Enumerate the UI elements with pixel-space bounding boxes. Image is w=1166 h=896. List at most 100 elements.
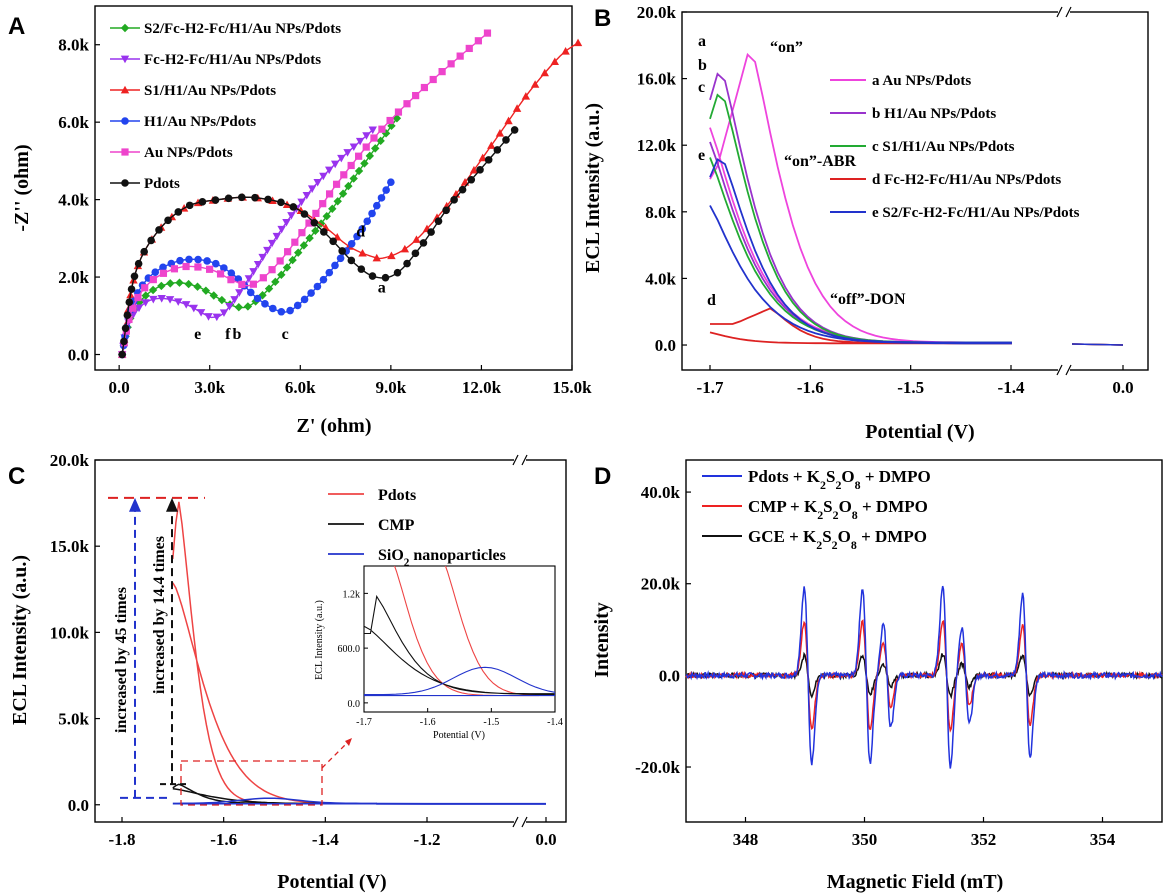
panel-c-legend-label-part: 2 <box>404 557 410 569</box>
panel-a-data-point <box>130 272 139 281</box>
panel-a-data-point <box>259 274 267 282</box>
panel-b-annotation: “on” <box>770 39 803 56</box>
panel-a-data-point <box>347 256 356 265</box>
panel-a-legend-marker <box>121 148 129 156</box>
panel-d-xtick-label: 350 <box>852 830 878 849</box>
panel-a-data-point <box>412 235 421 243</box>
panel-d: D -20.0k 0.0 20.0k 40.0k 348 350 352 354 Intensit… <box>591 459 1163 893</box>
panel-a-data-point <box>203 257 211 265</box>
panel-a-data-point <box>125 315 133 324</box>
panel-d-legend-label-part: S <box>823 497 832 516</box>
panel-a-data-point <box>298 229 306 237</box>
panel-a-ytick-label: 8.0k <box>58 36 89 55</box>
panel-a-legend-marker <box>121 179 129 187</box>
panel-a-data-point <box>230 296 239 304</box>
panel-a-xtick-label: 9.0k <box>376 378 407 397</box>
panel-c-ytick-label: 0.0 <box>68 796 89 815</box>
panel-a-data-point <box>362 143 370 151</box>
panel-d-ytick-label: 0.0 <box>659 666 680 685</box>
panel-c-zoom-pointer <box>321 739 351 769</box>
panel-a-data-point <box>216 270 225 278</box>
panel-c-ytick-label: 20.0k <box>50 451 90 470</box>
panel-a-data-point <box>227 269 236 278</box>
panel-d-xtick-label: 354 <box>1090 830 1116 849</box>
panel-c-legend-label-part: CMP <box>378 517 415 534</box>
panel-b-ytick-label: 8.0k <box>645 203 676 222</box>
panel-a-data-point <box>442 206 450 215</box>
panel-a-data-point <box>125 298 134 306</box>
panel-a-data-point <box>310 218 319 227</box>
panel-a-data-point <box>300 295 309 304</box>
panel-a-data-point <box>282 218 291 227</box>
panel-a-data-point <box>249 280 257 288</box>
panel-a-data-point <box>127 285 136 293</box>
panel-d-legend-label-part: S <box>822 527 831 546</box>
inset-xtick-label: -1.7 <box>356 717 372 728</box>
panel-d-legend-label: CMP + K2S2O8 + DMPO <box>748 497 928 522</box>
panel-a-data-point <box>331 261 339 270</box>
panel-a-data-point <box>307 185 317 193</box>
panel-a-data-point <box>368 272 377 280</box>
panel-a-data-point <box>217 295 227 305</box>
panel-c-series-line <box>172 501 357 805</box>
panel-a-data-point <box>253 261 263 269</box>
panel-a-data-point <box>358 248 367 257</box>
panel-a-data-point <box>189 304 199 313</box>
panel-a-data-point <box>212 313 222 322</box>
panel-a-data-point <box>325 268 334 277</box>
panel-a-y-axis-title: -Z'' (ohm) <box>11 144 33 231</box>
panel-a-data-point <box>249 268 258 276</box>
panel-d-legend-label: GCE + K2S2O8 + DMPO <box>748 527 927 552</box>
panel-a-data-point <box>368 209 376 218</box>
panel-d-legend-label-part: 2 <box>816 538 822 552</box>
panel-c-legend-label-part: SiO <box>378 547 404 564</box>
panel-a-ytick-label: 0.0 <box>68 346 89 365</box>
panel-a-data-point <box>264 284 274 293</box>
panel-d-legend-label-part: GCE + K <box>748 527 817 546</box>
panel-a-data-point <box>403 259 411 268</box>
panel-a-data-point <box>220 264 228 272</box>
panel-a-data-point <box>365 151 375 161</box>
panel-a-legend-marker <box>120 85 130 94</box>
panel-a-data-point <box>372 253 381 262</box>
panel-d-legend-label-part: O <box>841 467 854 486</box>
panel-a-data-point <box>330 160 340 169</box>
panel-a-data-point <box>286 306 294 315</box>
panel-a-data-point <box>347 239 356 248</box>
panel-b-curve-label: b <box>698 57 707 74</box>
panel-b-legend-label: e S2/Fc-H2-Fc/H1/Au NPs/Pdots <box>872 205 1080 221</box>
panel-a-curve-label: c <box>282 326 289 343</box>
panel-a-data-point <box>302 191 311 200</box>
inset-frame <box>363 565 556 713</box>
panel-c: C 0.0 5.0k 10.0k 15.0k 20.0k -1.8 -1.6 -1.4 -1.2 0… <box>8 451 567 893</box>
panel-a-data-point <box>300 210 309 218</box>
panel-c-arrow-head <box>166 497 178 512</box>
panel-a-ytick-label: 4.0k <box>58 191 89 210</box>
panel-a-data-point <box>268 266 276 274</box>
panel-b-annotation: “off”-DON <box>830 291 906 308</box>
axis-break-mark <box>521 816 528 828</box>
panel-a-data-point <box>510 126 519 134</box>
panel-a-data-point <box>227 276 235 284</box>
panel-c-zoom-box <box>180 760 323 806</box>
panel-a-data-point <box>147 236 155 245</box>
inset-xtick-label: -1.4 <box>547 717 563 728</box>
panel-a-data-point <box>224 194 233 203</box>
axis-break-mark <box>521 454 528 466</box>
panel-a-data-point <box>198 198 207 206</box>
panel-a-data-point <box>175 278 184 287</box>
axis-break-mark <box>1056 6 1063 18</box>
panel-b-ytick-label: 4.0k <box>645 269 676 288</box>
panel-a-data-point <box>193 282 202 291</box>
panel-c-legend-label: Pdots <box>378 487 416 504</box>
panel-d-legend-label-part: 2 <box>832 538 838 552</box>
panel-a-data-point <box>343 149 352 157</box>
panel-a-data-point <box>387 178 395 186</box>
panel-a-legend-label: H1/Au NPs/Pdots <box>144 114 256 130</box>
panel-c-ytick-label: 10.0k <box>50 623 90 642</box>
panel-a-ytick-label: 6.0k <box>58 113 89 132</box>
panel-a-data-point <box>467 175 476 184</box>
panel-c-xtick-label: -1.8 <box>109 830 136 849</box>
inset-ytick-label: 1.2k <box>343 589 361 600</box>
panel-a-data-point <box>185 201 194 210</box>
